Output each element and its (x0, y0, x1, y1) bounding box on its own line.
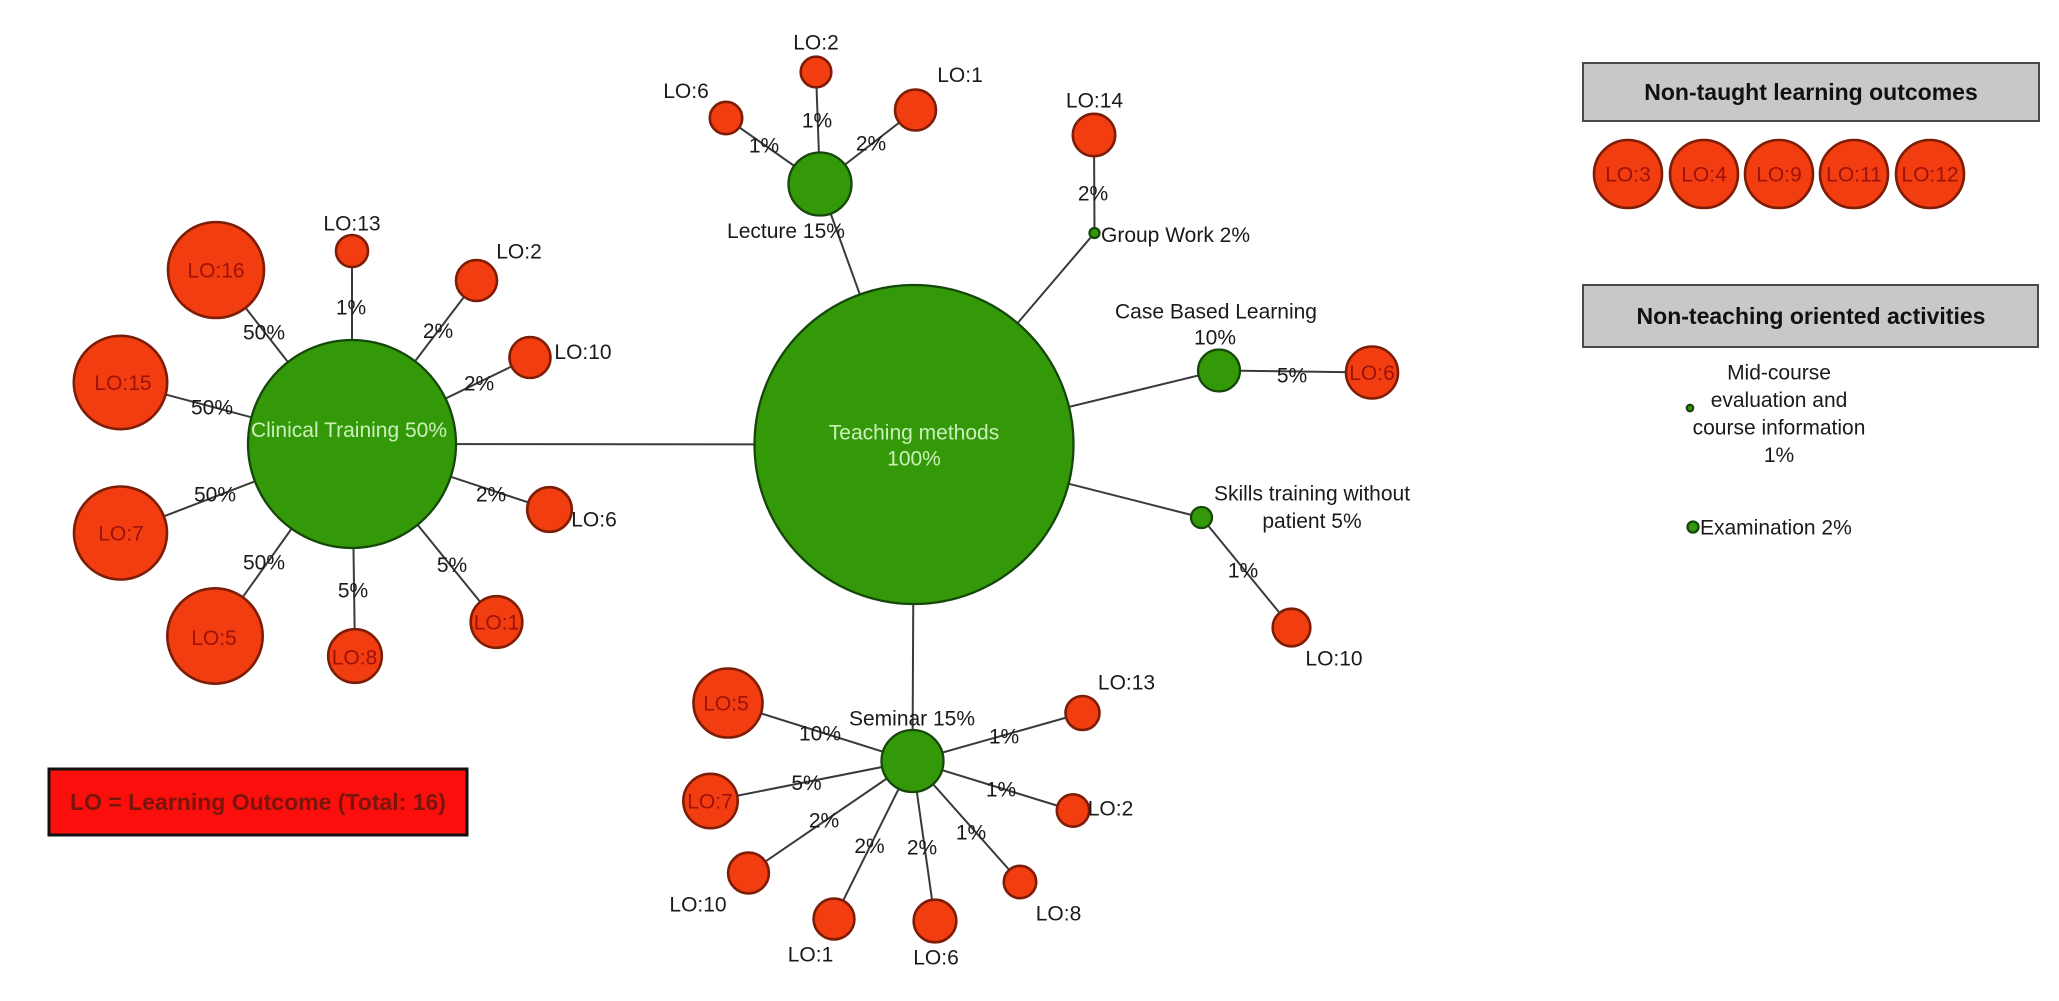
svg-text:Examination 2%: Examination 2% (1700, 517, 1852, 540)
svg-text:Mid-course: Mid-course (1727, 362, 1831, 385)
svg-text:5%: 5% (437, 554, 467, 577)
svg-text:LO:1: LO:1 (788, 944, 834, 967)
svg-text:50%: 50% (191, 397, 233, 420)
svg-text:LO:13: LO:13 (323, 213, 380, 236)
svg-text:2%: 2% (854, 835, 884, 858)
svg-text:LO:10: LO:10 (669, 894, 726, 917)
svg-text:LO:8: LO:8 (1036, 903, 1082, 926)
svg-text:2%: 2% (1078, 183, 1108, 206)
svg-text:2%: 2% (809, 810, 839, 833)
svg-text:LO:6: LO:6 (571, 509, 617, 532)
svg-text:LO:6: LO:6 (663, 80, 709, 103)
svg-text:LO:13: LO:13 (1098, 672, 1155, 695)
svg-text:LO:4: LO:4 (1681, 164, 1727, 187)
svg-text:LO:10: LO:10 (554, 341, 611, 364)
svg-text:LO:5: LO:5 (703, 693, 749, 716)
svg-text:50%: 50% (243, 552, 285, 575)
svg-text:50%: 50% (194, 484, 236, 507)
svg-text:2%: 2% (476, 484, 506, 507)
svg-text:1%: 1% (986, 779, 1016, 802)
svg-text:LO:12: LO:12 (1901, 164, 1958, 187)
svg-text:Case Based Learning: Case Based Learning (1115, 301, 1317, 324)
svg-text:LO:1: LO:1 (474, 612, 520, 635)
svg-text:5%: 5% (338, 580, 368, 603)
svg-text:LO:7: LO:7 (98, 523, 144, 546)
svg-text:Non-teaching oriented activiti: Non-teaching oriented activities (1637, 303, 1986, 329)
svg-text:10%: 10% (1194, 327, 1236, 350)
svg-text:LO:2: LO:2 (793, 32, 839, 55)
svg-text:LO:5: LO:5 (191, 627, 237, 650)
svg-text:Non-taught learning outcomes: Non-taught learning outcomes (1644, 79, 1978, 105)
svg-text:50%: 50% (243, 322, 285, 345)
svg-text:LO:11: LO:11 (1826, 164, 1882, 187)
svg-text:LO:6: LO:6 (913, 947, 959, 970)
svg-text:10%: 10% (799, 723, 841, 746)
svg-text:LO:15: LO:15 (94, 372, 151, 395)
svg-text:1%: 1% (1764, 444, 1794, 467)
svg-text:Teaching methods: Teaching methods (829, 422, 999, 445)
svg-text:LO = Learning Outcome (Total:: LO = Learning Outcome (Total: 16) (70, 789, 446, 815)
svg-text:1%: 1% (1228, 560, 1258, 583)
svg-text:Clinical Training 50%: Clinical Training 50% (251, 419, 447, 442)
svg-text:2%: 2% (907, 837, 937, 860)
svg-text:LO:6: LO:6 (1349, 362, 1395, 385)
svg-text:LO:1: LO:1 (937, 64, 983, 87)
svg-text:Lecture 15%: Lecture 15% (727, 220, 845, 243)
svg-text:course information: course information (1693, 417, 1866, 440)
svg-text:LO:9: LO:9 (1756, 164, 1802, 187)
svg-text:LO:8: LO:8 (332, 647, 378, 670)
svg-text:5%: 5% (791, 772, 821, 795)
svg-text:LO:16: LO:16 (187, 260, 244, 283)
svg-text:1%: 1% (989, 726, 1019, 749)
svg-text:LO:2: LO:2 (1088, 798, 1134, 821)
svg-text:Group Work 2%: Group Work 2% (1101, 224, 1250, 247)
svg-text:1%: 1% (802, 110, 832, 133)
svg-text:patient 5%: patient 5% (1262, 510, 1361, 533)
svg-text:LO:2: LO:2 (496, 241, 542, 264)
svg-text:LO:3: LO:3 (1605, 164, 1651, 187)
svg-text:LO:14: LO:14 (1066, 90, 1124, 113)
svg-text:100%: 100% (887, 448, 941, 471)
svg-text:1%: 1% (956, 822, 986, 845)
svg-text:1%: 1% (336, 297, 366, 320)
svg-text:5%: 5% (1277, 365, 1307, 388)
svg-text:LO:7: LO:7 (687, 791, 733, 814)
svg-text:2%: 2% (464, 373, 494, 396)
svg-text:2%: 2% (856, 133, 886, 156)
svg-text:evaluation and: evaluation and (1711, 389, 1848, 412)
svg-text:2%: 2% (423, 320, 453, 343)
svg-text:LO:10: LO:10 (1305, 648, 1362, 671)
svg-text:Skills training without: Skills training without (1214, 483, 1410, 506)
svg-text:Seminar 15%: Seminar 15% (849, 708, 975, 731)
svg-text:1%: 1% (749, 135, 779, 158)
